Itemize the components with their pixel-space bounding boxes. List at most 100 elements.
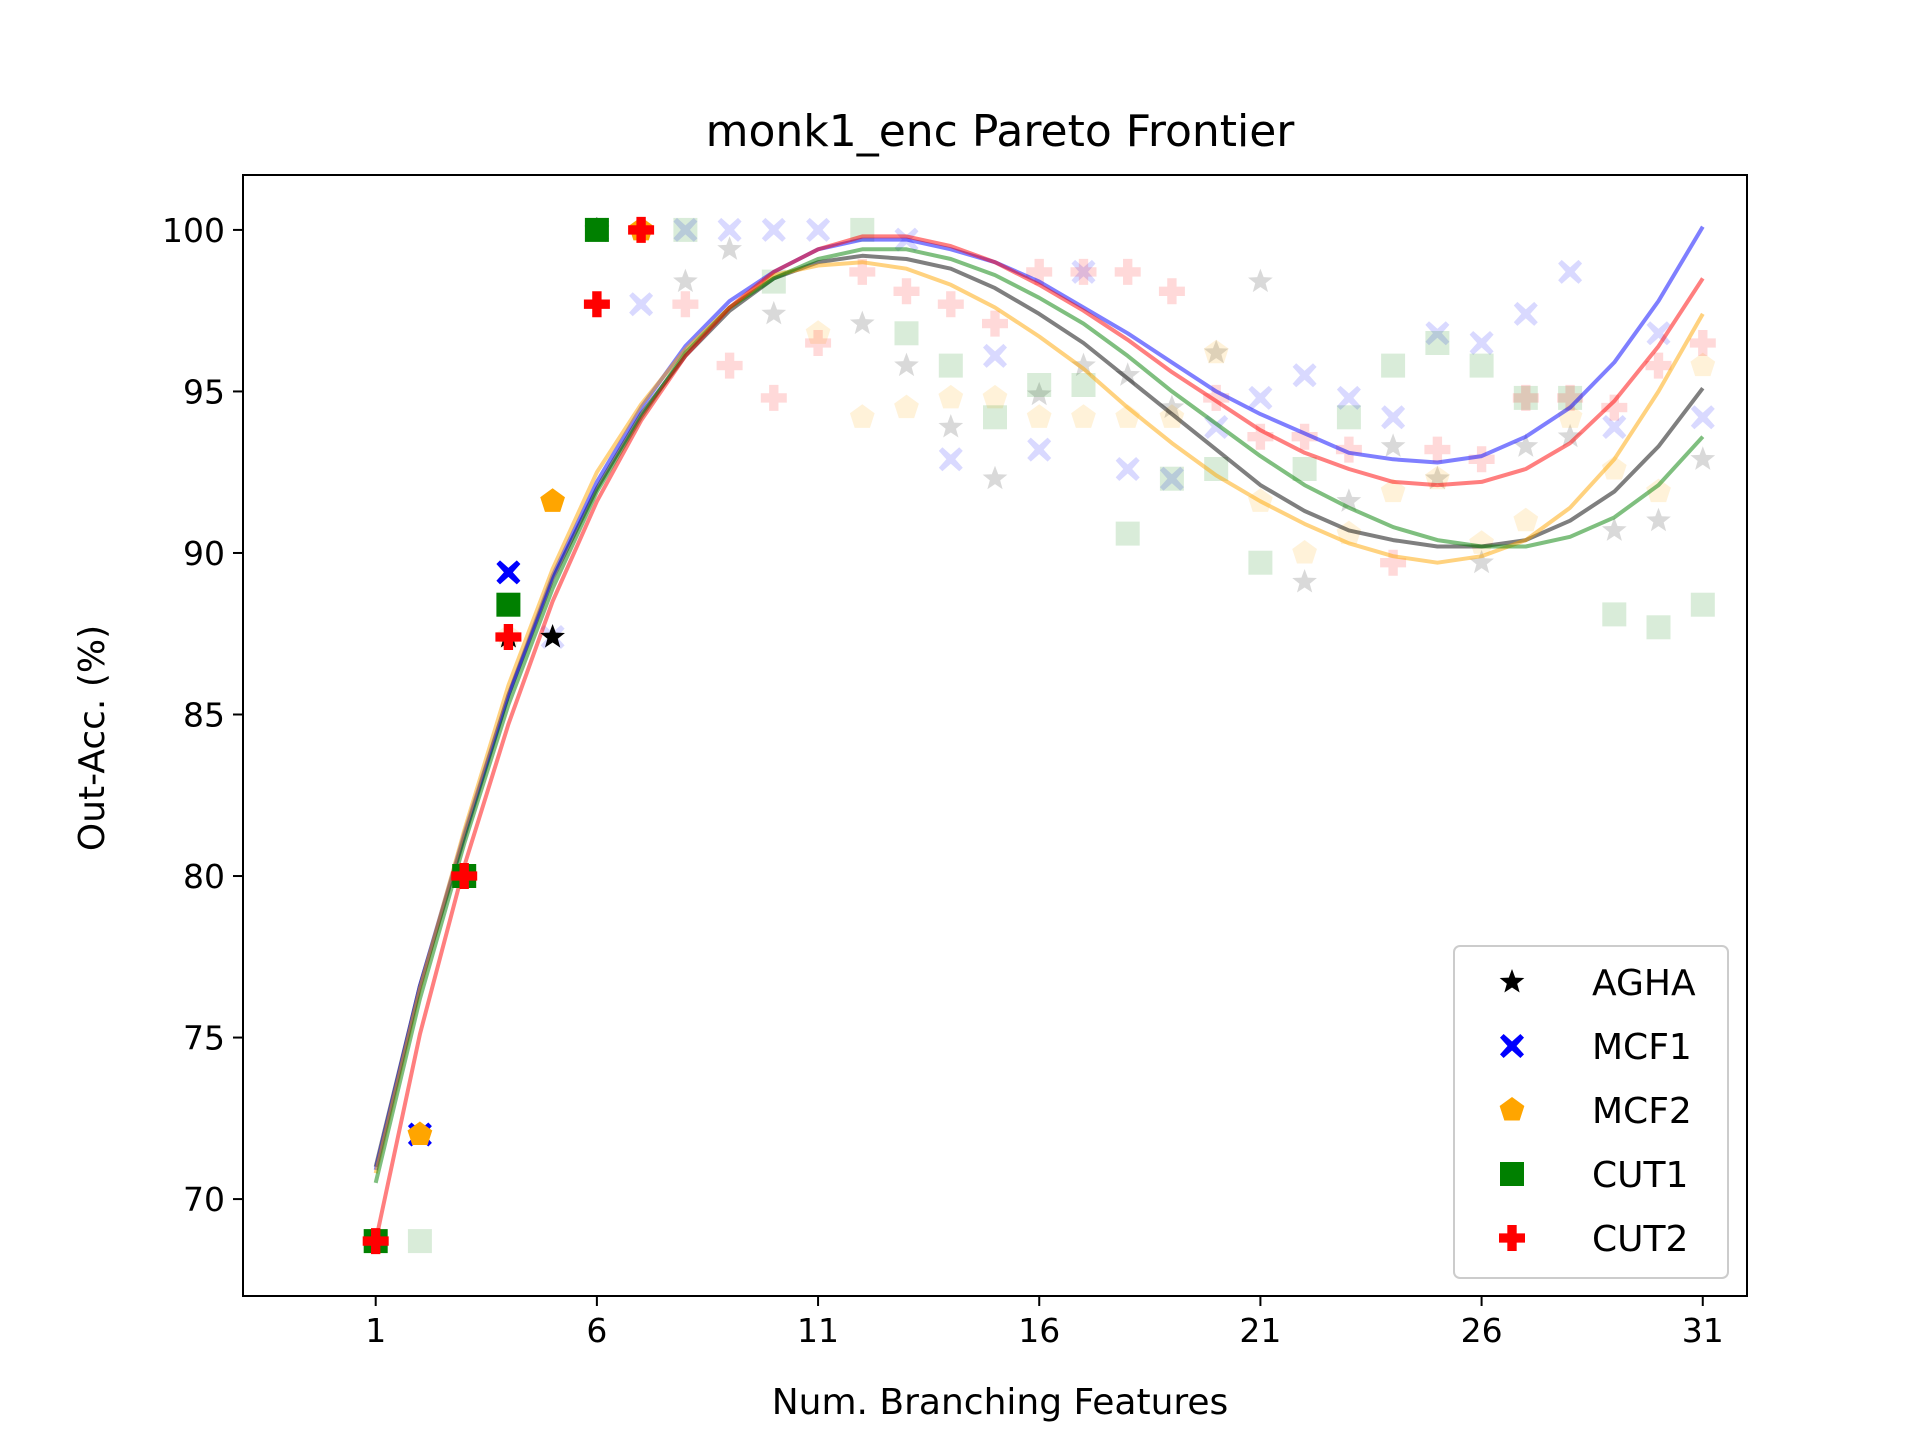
cut2-point [1645, 352, 1672, 379]
mcf2-point [1513, 507, 1539, 532]
plot-marks [362, 216, 1716, 1255]
mcf2-point [1292, 540, 1317, 564]
cut2-point [716, 352, 743, 379]
cut2-point [1247, 423, 1274, 450]
cut2-point [1601, 394, 1628, 421]
agha-point [1071, 352, 1096, 377]
mcf1-point [1690, 405, 1715, 430]
agha-point [717, 236, 742, 260]
cut1-point [1646, 615, 1671, 640]
cut1-point [1336, 405, 1361, 430]
cut2-point [1203, 384, 1230, 411]
cut2-point [672, 291, 699, 318]
agha-point [1425, 465, 1450, 490]
mcf2-point [1380, 478, 1406, 503]
y-tick-label: 100 [162, 211, 225, 250]
agha-point [1601, 517, 1627, 541]
cut1-point [1115, 521, 1140, 546]
agha-point [1292, 569, 1317, 593]
cut1-frontier-point [584, 217, 609, 242]
agha-legend-marker [1499, 969, 1525, 993]
mcf1-point [673, 217, 698, 242]
mcf1-point [1602, 415, 1627, 439]
agha-point [1203, 339, 1229, 364]
legend: AGHA MCF1 MCF2 CUT1 CUT2 [1453, 945, 1729, 1279]
mcf2-frontier-point [540, 488, 565, 512]
mcf1-point [1071, 259, 1096, 284]
cut1-point [673, 217, 698, 242]
y-tick-label: 80 [183, 857, 225, 896]
agha-point [1469, 549, 1494, 574]
agha-legend-label: AGHA [1592, 963, 1696, 1004]
cut1-point [1469, 353, 1494, 378]
cut1-point [938, 353, 963, 378]
cut1-point [894, 321, 919, 346]
mcf1-point [1513, 301, 1538, 326]
x-tick-label: 31 [1682, 1311, 1724, 1350]
x-axis-label: Num. Branching Features [772, 1382, 1229, 1423]
cut2-frontier-point [583, 291, 610, 318]
x-tick-label: 16 [1018, 1311, 1060, 1350]
mcf1-point [1292, 363, 1317, 388]
agha-point [1336, 488, 1362, 512]
agha-point [1380, 433, 1406, 457]
mcf2-point [1026, 404, 1052, 428]
cut2-legend-label: CUT2 [1592, 1219, 1688, 1260]
cut1-point [1248, 550, 1273, 575]
mcf2-point [849, 404, 875, 428]
mcf2-legend-marker [1499, 1097, 1525, 1121]
cut1-curve [373, 247, 1705, 1184]
mcf2-legend-label: MCF2 [1592, 1091, 1692, 1132]
cut2-point [982, 310, 1008, 337]
x-tick-label: 26 [1461, 1311, 1503, 1350]
cut1-point [983, 405, 1007, 430]
cut2-frontier-point [362, 1228, 389, 1255]
cut2-point [1158, 278, 1185, 305]
mcf2-frontier-point [407, 1121, 433, 1146]
agha-point [938, 414, 964, 438]
legend-box [1453, 945, 1729, 1279]
mcf1-legend-marker [1500, 1034, 1524, 1058]
cut1-legend-marker [1500, 1162, 1524, 1186]
plot-area [362, 216, 1716, 1255]
cut1-point [1513, 385, 1538, 410]
agha-point [1513, 433, 1539, 457]
cut2-point [1026, 258, 1053, 285]
cut1-point [1292, 457, 1317, 481]
cut2-frontier-point [495, 624, 522, 650]
cut2-point [1689, 330, 1716, 356]
cut2-point [760, 384, 787, 411]
mcf1-point [1027, 437, 1052, 462]
cut1-point [1425, 331, 1450, 355]
mcf1-point [629, 292, 654, 317]
y-tick-label: 90 [183, 534, 225, 573]
mcf1-point [1248, 385, 1273, 410]
mcf1-frontier-point [496, 560, 521, 585]
cut2-point [1380, 549, 1407, 576]
y-axis-label: Out-Acc. (%) [72, 625, 113, 851]
mcf2-point [1601, 456, 1627, 480]
agha-point [1248, 268, 1273, 293]
mcf1-point [717, 217, 742, 242]
agha-point [1159, 394, 1185, 419]
mcf2-point [1203, 339, 1229, 364]
y-tick-label: 70 [183, 1180, 225, 1219]
mcf2-point [982, 384, 1008, 409]
x-tick-label: 21 [1239, 1311, 1281, 1350]
agha-point [1646, 507, 1671, 532]
mcf2-point [1646, 478, 1671, 503]
mcf1-legend-label: MCF1 [1592, 1027, 1692, 1068]
mcf2-point [938, 384, 964, 409]
cut1-legend-label: CUT1 [1592, 1155, 1688, 1196]
cut1-point [1690, 592, 1715, 617]
cut2-point [1557, 384, 1584, 411]
cut2-point [1114, 258, 1141, 285]
agha-point [1115, 362, 1141, 386]
cut2-frontier-point [628, 216, 655, 243]
y-tick-label: 85 [183, 696, 225, 735]
mcf1-point [938, 447, 963, 472]
x-tick-label: 1 [365, 1311, 386, 1350]
mcf1-point [1381, 405, 1406, 430]
cut2-point [1335, 436, 1362, 463]
